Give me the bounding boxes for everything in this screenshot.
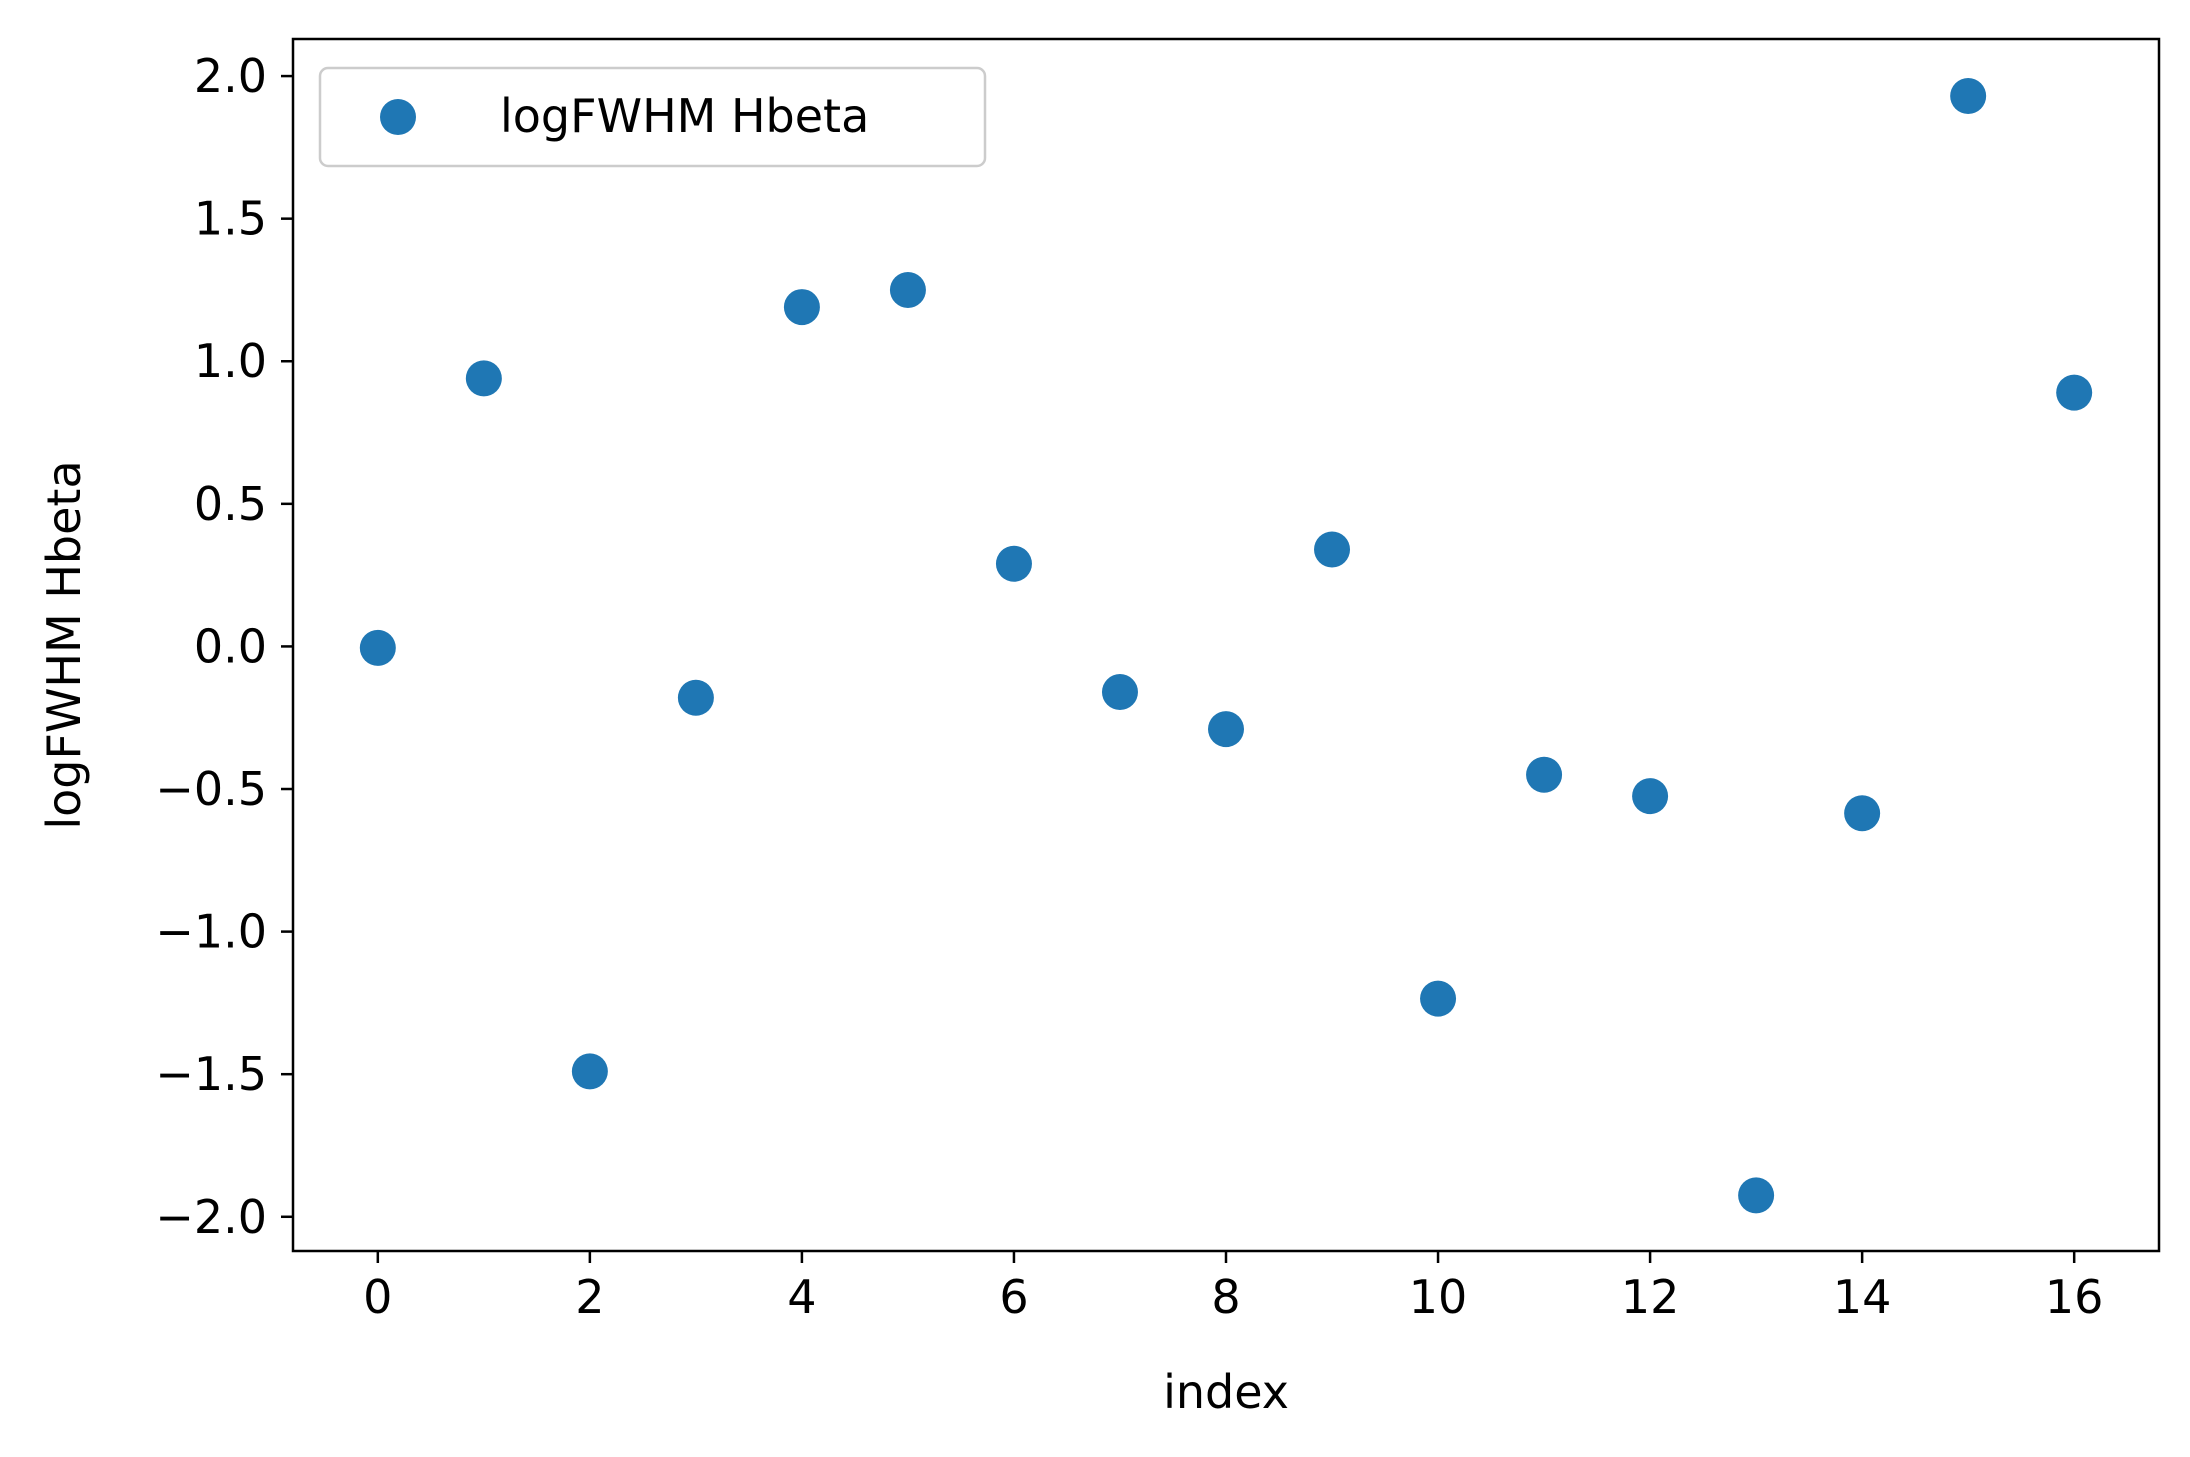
y-tick-label: 1.0	[194, 334, 267, 388]
data-point	[1738, 1177, 1775, 1214]
legend-box	[318, 66, 987, 168]
data-point	[889, 271, 926, 308]
data-point	[677, 679, 714, 716]
data-point	[783, 289, 820, 326]
data-point	[1101, 674, 1138, 711]
data-point	[465, 360, 502, 397]
y-tick-label: −0.5	[155, 762, 267, 816]
x-tick-label: 6	[999, 1270, 1028, 1324]
data-points	[359, 78, 2093, 1214]
x-tick-label: 4	[787, 1270, 816, 1324]
data-point	[1526, 756, 1563, 793]
data-point	[995, 545, 1032, 582]
legend-marker	[380, 99, 416, 135]
y-tick-label: −2.0	[155, 1190, 267, 1244]
y-tick-label: 0.5	[194, 477, 267, 531]
x-tick-label: 8	[1211, 1270, 1240, 1324]
data-point	[571, 1053, 608, 1090]
y-axis-label: logFWHM Hbeta	[37, 460, 91, 829]
data-point	[359, 629, 396, 666]
data-point	[2056, 374, 2093, 411]
legend-label: logFWHM Hbeta	[500, 89, 869, 143]
y-tick-label: −1.0	[155, 905, 267, 959]
y-tick-label: −1.5	[155, 1047, 267, 1101]
x-tick-label: 10	[1409, 1270, 1468, 1324]
y-tick-label: 2.0	[194, 49, 267, 103]
data-point	[1632, 778, 1669, 815]
data-point	[1950, 78, 1987, 115]
x-tick-label: 2	[575, 1270, 604, 1324]
data-point	[1314, 531, 1351, 568]
x-tick-label: 16	[2045, 1270, 2104, 1324]
x-tick-label: 0	[363, 1270, 392, 1324]
x-axis-label: index	[1163, 1365, 1289, 1419]
x-tick-label: 12	[1621, 1270, 1680, 1324]
y-axis-ticks: 2.0 1.5 1.0 0.5 0.0 −0.5 −1.0 −1.5 −2.0	[155, 49, 293, 1244]
y-tick-label: 1.5	[194, 192, 267, 246]
y-tick-label: 0.0	[194, 619, 267, 673]
data-point	[1420, 980, 1457, 1017]
x-tick-label: 14	[1833, 1270, 1892, 1324]
legend: logFWHM Hbeta	[318, 66, 987, 168]
x-axis-ticks: 0 2 4 6 8 10 12 14 16	[363, 1251, 2103, 1324]
data-point	[1844, 795, 1881, 832]
data-point	[1208, 711, 1244, 748]
plot-area-frame	[291, 37, 2161, 1253]
